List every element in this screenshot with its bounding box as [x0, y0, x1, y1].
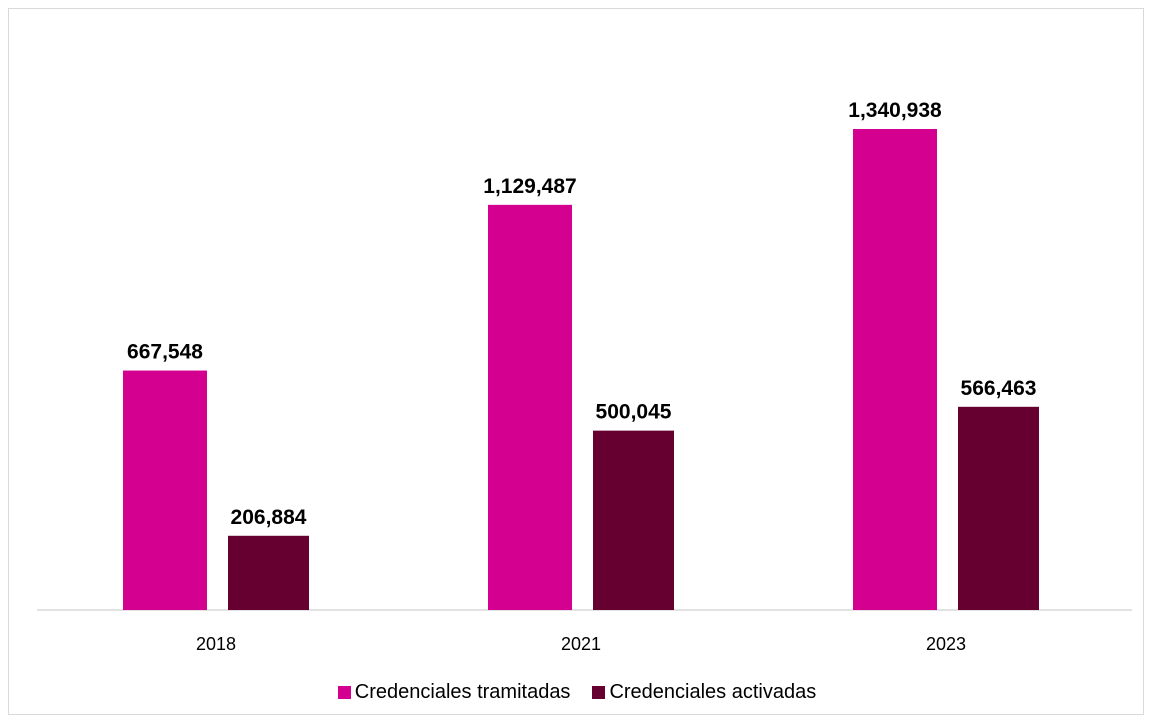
bar-activadas-2018 [228, 535, 309, 610]
legend-item-activadas: Credenciales activadas [592, 681, 816, 704]
data-label-activadas-2021: 500,045 [596, 401, 672, 424]
legend-item-tramitadas: Credenciales tramitadas [337, 680, 571, 704]
data-label-activadas-2023: 566,463 [961, 377, 1037, 400]
x-tick-label-2021: 2021 [561, 634, 601, 654]
legend-label-activadas: Credenciales activadas [609, 680, 817, 703]
bar-activadas-2021 [593, 430, 674, 610]
legend-swatch-activadas [592, 685, 606, 699]
bar-tramitadas-2023 [853, 129, 937, 610]
x-tick-label-2018: 2018 [196, 634, 236, 654]
bar-activadas-2023 [958, 406, 1039, 610]
data-label-tramitadas-2023: 1,340,938 [848, 99, 942, 122]
x-tick-label-2023: 2023 [926, 634, 966, 654]
legend-swatch-tramitadas [337, 685, 351, 699]
data-label-tramitadas-2021: 1,129,487 [483, 175, 576, 198]
legend-label-tramitadas: Credenciales tramitadas [354, 680, 571, 703]
bar-tramitadas-2018 [123, 370, 207, 610]
data-label-activadas-2018: 206,884 [231, 506, 307, 529]
bar-tramitadas-2021 [488, 204, 572, 611]
data-label-tramitadas-2018: 667,548 [127, 341, 203, 364]
legend: Credenciales tramitadas Credenciales act… [0, 680, 1154, 704]
